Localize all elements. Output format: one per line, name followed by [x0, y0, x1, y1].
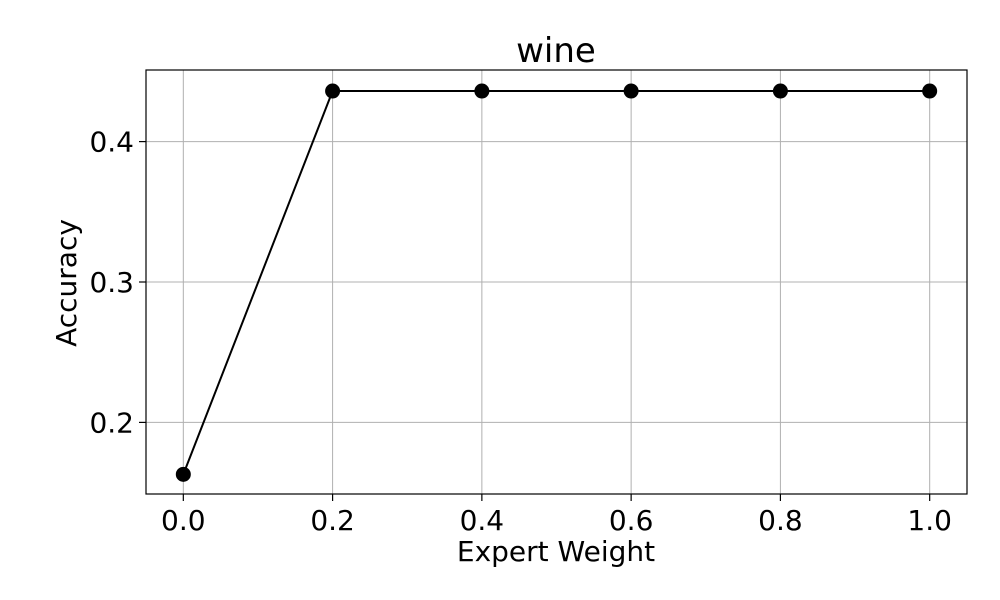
x-tick-label: 0.8 — [758, 504, 803, 537]
data-point — [325, 83, 341, 99]
data-point — [922, 83, 938, 99]
y-tick-label: 0.3 — [89, 266, 134, 299]
series-line — [182, 90, 930, 475]
y-tick-label: 0.2 — [89, 406, 134, 439]
x-tick-label: 0.0 — [161, 504, 206, 537]
data-point — [623, 83, 639, 99]
data-point — [474, 83, 490, 99]
data-point — [175, 466, 191, 482]
series-layer — [175, 83, 938, 482]
x-tick-label: 0.2 — [310, 504, 355, 537]
x-axis: 0.0 0.2 0.4 0.6 0.8 1.0 — [161, 494, 952, 537]
data-point — [772, 83, 788, 99]
y-axis: 0.2 0.3 0.4 — [89, 126, 146, 439]
x-axis-label: Expert Weight — [457, 535, 655, 568]
chart-title: wine — [516, 31, 596, 71]
y-tick-label: 0.4 — [89, 126, 134, 159]
y-axis-label: Accuracy — [50, 219, 83, 347]
x-tick-label: 0.6 — [609, 504, 654, 537]
x-tick-label: 1.0 — [907, 504, 952, 537]
x-tick-label: 0.4 — [460, 504, 505, 537]
grid — [146, 70, 967, 494]
